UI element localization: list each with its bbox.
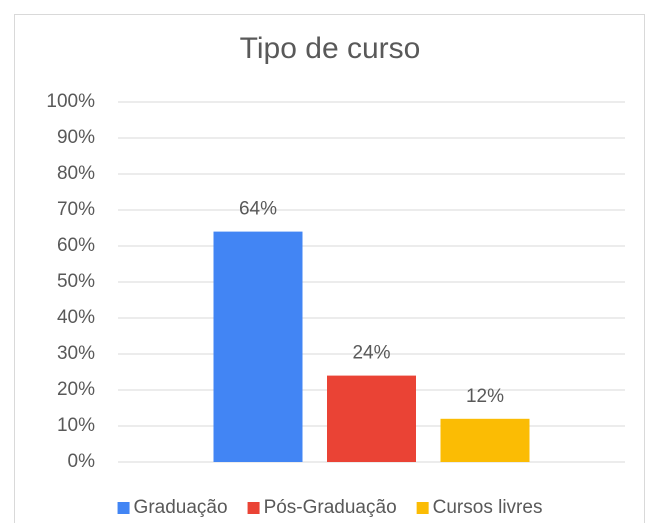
legend-label: Pós-Graduação	[264, 497, 397, 518]
data-label: 24%	[352, 343, 390, 364]
y-tick-label: 10%	[57, 415, 95, 436]
data-label: 12%	[466, 386, 504, 407]
y-tick-label: 30%	[57, 343, 95, 364]
legend-label: Graduação	[134, 497, 228, 518]
chart-title: Tipo de curso	[240, 32, 421, 65]
y-tick-label: 20%	[57, 379, 95, 400]
y-tick-label: 90%	[57, 127, 95, 148]
legend-swatch	[416, 502, 429, 514]
legend-swatch	[247, 502, 260, 514]
legend-swatch	[117, 502, 130, 514]
y-tick-label: 40%	[57, 307, 95, 328]
data-label: 64%	[239, 199, 277, 220]
bar	[440, 418, 530, 462]
y-tick-label: 50%	[57, 271, 95, 292]
y-tick-label: 100%	[46, 91, 95, 112]
bar	[213, 231, 303, 462]
y-tick-label: 80%	[57, 163, 95, 184]
y-tick-label: 70%	[57, 199, 95, 220]
bar	[327, 375, 416, 462]
legend-label: Cursos livres	[433, 497, 543, 518]
y-tick-label: 60%	[57, 235, 95, 256]
y-tick-label: 0%	[68, 451, 96, 472]
